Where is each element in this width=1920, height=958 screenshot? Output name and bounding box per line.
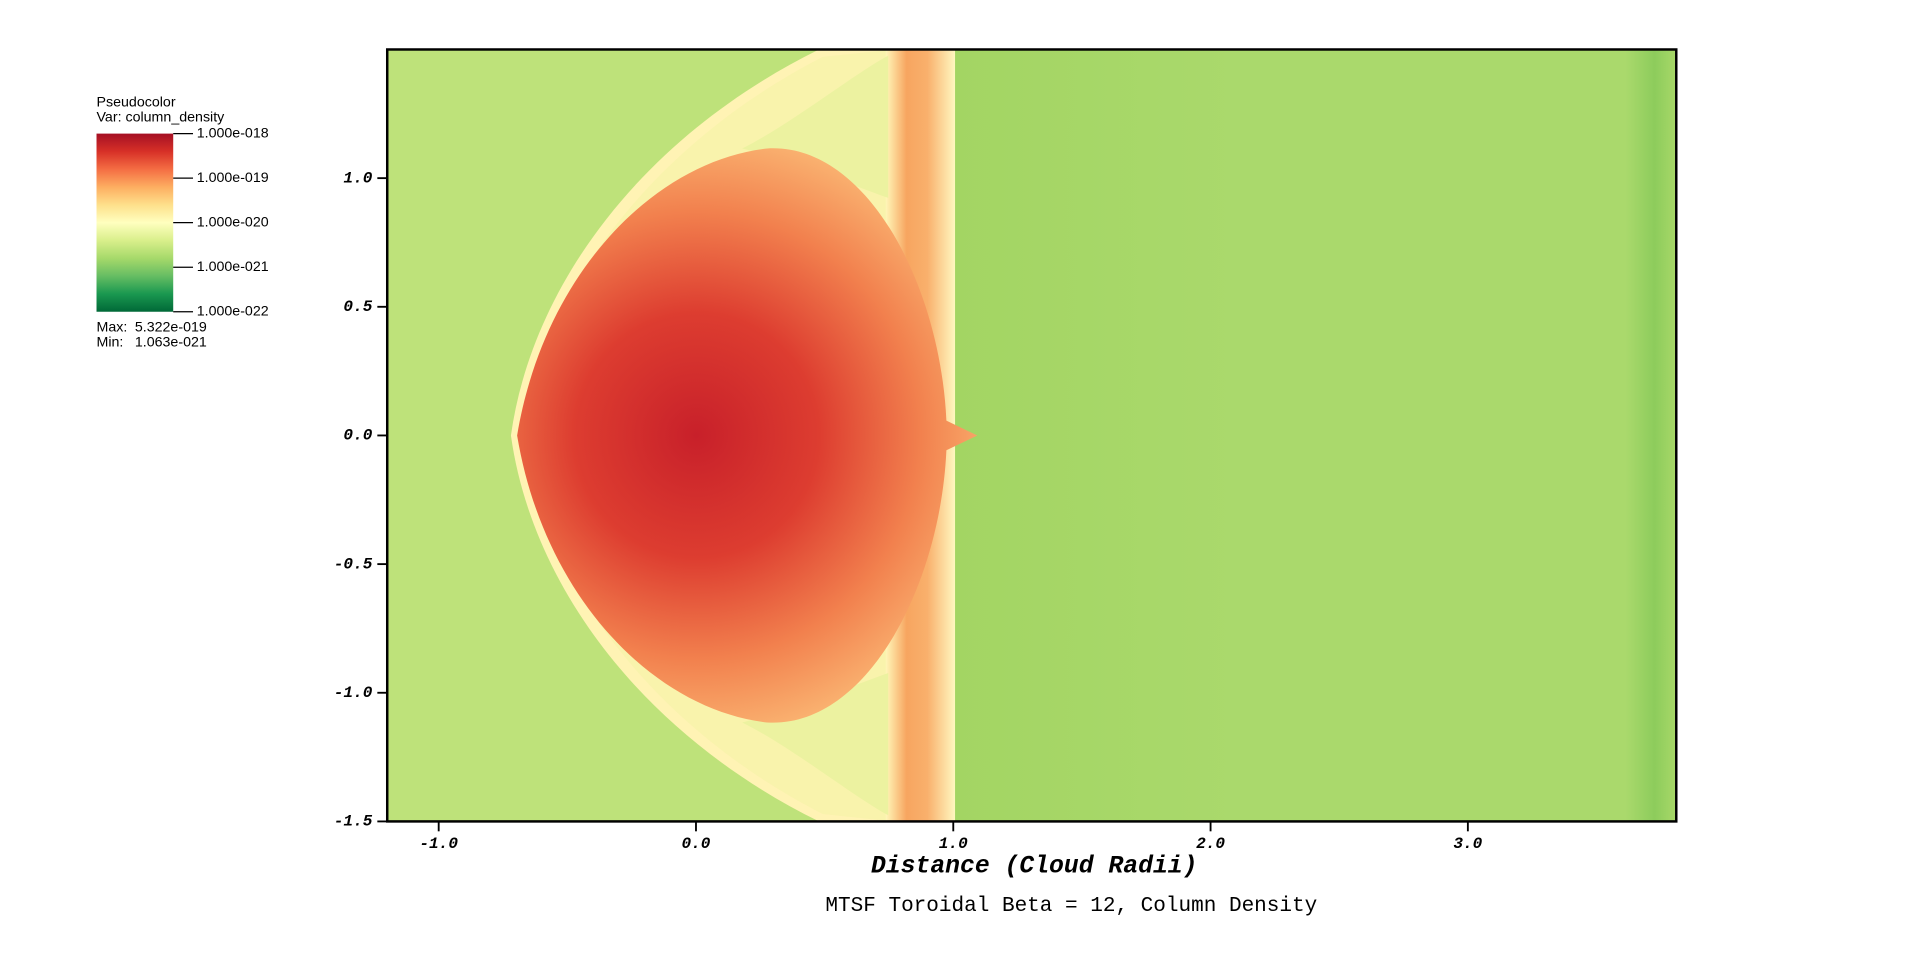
y-tick-label: 0.0 — [343, 427, 372, 445]
x-tick-label: 1.0 — [939, 835, 968, 853]
y-tick-label: -0.5 — [334, 555, 373, 573]
y-tick-label: -1.5 — [334, 813, 373, 831]
y-tick-label: 1.0 — [343, 169, 372, 187]
colorbar-tick-label: 1.000e-021 — [197, 259, 269, 275]
x-tick-label: 2.0 — [1196, 835, 1225, 853]
colorbar-tick-label: 1.000e-018 — [197, 125, 269, 141]
legend-max-label: Max: — [97, 320, 128, 336]
colorbar-tick-label: 1.000e-019 — [197, 170, 269, 186]
x-axis-label: Distance (Cloud Radii) — [871, 852, 1198, 880]
x-tick-label: 0.0 — [682, 835, 711, 853]
legend-variable: Var: column_density — [97, 109, 226, 125]
legend-title: Pseudocolor — [97, 94, 176, 110]
colorbar-tick-label: 1.000e-022 — [197, 303, 269, 319]
x-tick-label: 3.0 — [1453, 835, 1482, 853]
legend-max: 5.322e-019 — [135, 320, 207, 336]
y-tick-label: 0.5 — [343, 298, 372, 316]
legend-min-label: Min: — [97, 334, 124, 350]
colorbar-tick-label: 1.000e-020 — [197, 214, 269, 230]
colorbar — [96, 133, 174, 312]
chart-title: MTSF Toroidal Beta = 12, Column Density — [825, 894, 1317, 918]
legend-min: 1.063e-021 — [135, 334, 207, 350]
x-tick-label: -1.0 — [419, 835, 458, 853]
field-image — [387, 49, 1677, 822]
y-tick-label: -1.0 — [334, 684, 373, 702]
